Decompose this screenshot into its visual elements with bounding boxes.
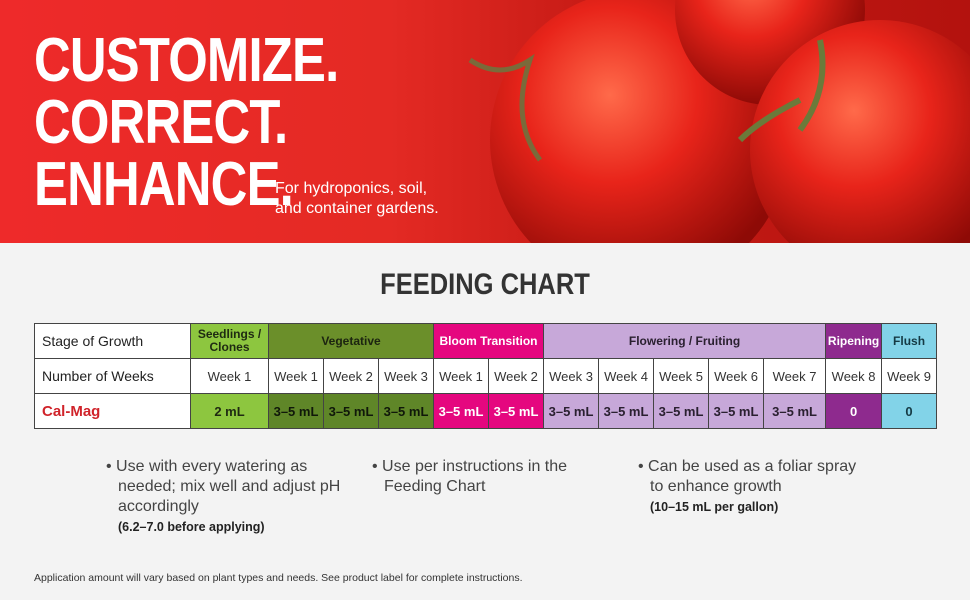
headline: ENHANCE. — [34, 150, 294, 219]
headline: CORRECT. — [34, 88, 288, 157]
table-cell: 3–5 mL — [543, 393, 600, 429]
row-label: Stage of Growth — [34, 323, 191, 359]
stage-row: Stage of Growth Seedlings / Clones Vegetat… — [34, 323, 937, 359]
table-cell: 3–5 mL — [268, 393, 324, 429]
product-row: Cal-Mag 2 mL 3–5 mL 3–5 mL 3–5 mL 3–5 mL 3–5 m… — [34, 393, 937, 429]
table-cell: Vegetative — [268, 323, 434, 359]
note: Use with every watering as needed; mix w… — [106, 457, 351, 537]
hero-banner: CUSTOMIZE. CORRECT. ENHANCE. For hydropo… — [0, 0, 970, 243]
table-cell: Week 6 — [708, 358, 765, 394]
table-cell: Week 7 — [763, 358, 827, 394]
table-cell: 0 — [825, 393, 883, 429]
note-text: Can be used as a foliar spray to enhance… — [638, 457, 858, 497]
note-text: Use with every watering as needed; mix w… — [106, 457, 351, 517]
table-cell: Seedlings / Clones — [190, 323, 269, 359]
table-cell: Bloom Transition — [432, 323, 545, 359]
table-cell: Week 1 — [190, 358, 269, 394]
table-cell: Week 3 — [543, 358, 600, 394]
table-cell: 3–5 mL — [708, 393, 765, 429]
table-cell: Flowering / Fruiting — [543, 323, 827, 359]
table-cell: Week 2 — [323, 358, 379, 394]
note-detail: (10–15 mL per gallon) — [650, 500, 779, 514]
table-cell: 3–5 mL — [487, 393, 545, 429]
tomato-image — [468, 0, 970, 243]
footnote: Application amount will vary based on pl… — [34, 572, 523, 584]
tagline: For hydroponics, soil, — [275, 180, 428, 197]
table-cell: 3–5 mL — [323, 393, 379, 429]
headline: CUSTOMIZE. — [34, 26, 339, 95]
table-cell: Week 3 — [378, 358, 434, 394]
row-label: Number of Weeks — [34, 358, 191, 394]
tagline: and container gardens. — [275, 200, 439, 217]
note-text: Use per instructions in the Feeding Char… — [372, 457, 612, 497]
table-cell: Week 9 — [881, 358, 937, 394]
chart-title: FEEDING CHART — [380, 268, 590, 301]
table-cell: Week 1 — [433, 358, 489, 394]
table-cell: 3–5 mL — [598, 393, 655, 429]
row-label: Cal-Mag — [34, 393, 191, 429]
note: Can be used as a foliar spray to enhance… — [638, 457, 858, 517]
table-cell: Week 1 — [268, 358, 324, 394]
feeding-table: Stage of Growth Seedlings / Clones Vegetat… — [34, 323, 937, 429]
table-cell: Flush — [881, 323, 937, 359]
table-cell: Week 8 — [825, 358, 883, 394]
table-cell: 3–5 mL — [653, 393, 710, 429]
table-cell: 3–5 mL — [433, 393, 489, 429]
note: Use per instructions in the Feeding Char… — [372, 457, 612, 497]
table-cell: Week 4 — [598, 358, 655, 394]
table-cell: 3–5 mL — [763, 393, 827, 429]
table-cell: 2 mL — [190, 393, 269, 429]
table-cell: 3–5 mL — [378, 393, 434, 429]
table-cell: Week 2 — [487, 358, 545, 394]
table-cell: Week 5 — [653, 358, 710, 394]
note-detail: (6.2–7.0 before applying) — [118, 520, 265, 534]
table-cell: 0 — [881, 393, 937, 429]
table-cell: Ripening — [825, 323, 883, 359]
